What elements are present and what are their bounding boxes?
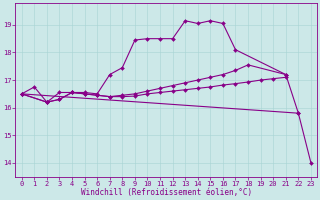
- X-axis label: Windchill (Refroidissement éolien,°C): Windchill (Refroidissement éolien,°C): [81, 188, 252, 197]
